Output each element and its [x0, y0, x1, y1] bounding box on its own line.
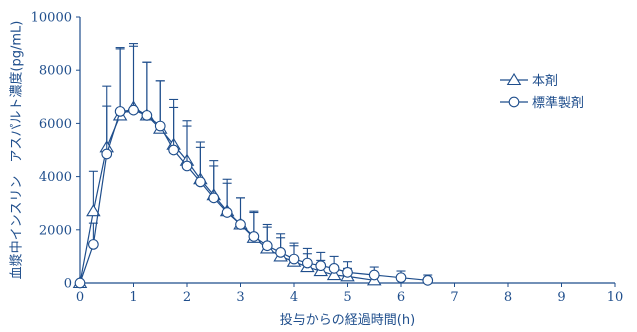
data-point: [275, 247, 286, 258]
data-point: [101, 148, 113, 160]
data-point: [195, 176, 206, 188]
x-tick-label: 0: [76, 290, 84, 305]
data-point: [128, 104, 139, 116]
series-line: [79, 106, 375, 284]
data-point: [395, 272, 407, 284]
data-point: [315, 260, 327, 272]
legend-marker: [506, 72, 522, 86]
x-tick-label: 1: [129, 290, 137, 305]
x-tick-label: 9: [557, 290, 565, 305]
axes: 0 1 2 3 4 5 6 7 8 9 10 0 2000 4000 6000 8000 10000: [31, 11, 624, 306]
x-tick-label: 10: [607, 290, 624, 305]
data-point: [235, 219, 246, 230]
x-tick-label: 2: [183, 290, 191, 305]
y-tick-label: 0: [64, 277, 72, 292]
legend-label: 本剤: [532, 73, 558, 89]
data-point: [88, 239, 99, 250]
legend-label: 標準製剤: [532, 95, 584, 111]
data-point: [86, 204, 101, 217]
series-layer: [72, 43, 434, 289]
series-line: [79, 109, 428, 284]
data-point: [328, 263, 340, 274]
y-axis-title: 血漿中インスリン アスパルト濃度(pg/mL): [9, 21, 25, 280]
x-axis-title: 投与からの経過時間(h): [280, 312, 415, 328]
data-point: [168, 144, 179, 156]
data-point: [422, 274, 434, 286]
y-tick-label: 2000: [39, 223, 72, 238]
data-point: [302, 257, 313, 269]
y-tick-label: 6000: [39, 117, 72, 132]
data-point: [74, 277, 86, 289]
data-point: [261, 240, 273, 252]
data-point: [342, 267, 353, 278]
x-tick-label: 3: [236, 290, 244, 305]
data-point: [326, 267, 342, 281]
data-point: [114, 106, 126, 117]
data-point: [221, 207, 233, 218]
data-point: [154, 120, 166, 132]
data-point: [141, 110, 153, 121]
legend-marker: [508, 96, 520, 108]
data-point: [181, 160, 193, 172]
x-tick-label: 6: [397, 290, 405, 305]
data-point: [368, 269, 380, 281]
y-tick-label: 10000: [31, 11, 72, 26]
x-tick-label: 5: [343, 290, 351, 305]
x-tick-label: 7: [450, 290, 458, 305]
x-tick-label: 4: [290, 290, 298, 305]
data-point: [248, 231, 260, 242]
x-tick-label: 8: [504, 290, 512, 305]
y-tick-label: 4000: [39, 170, 72, 185]
data-point: [208, 192, 220, 204]
data-point: [288, 253, 300, 265]
series-1: [74, 43, 434, 289]
y-tick-label: 8000: [39, 64, 72, 79]
